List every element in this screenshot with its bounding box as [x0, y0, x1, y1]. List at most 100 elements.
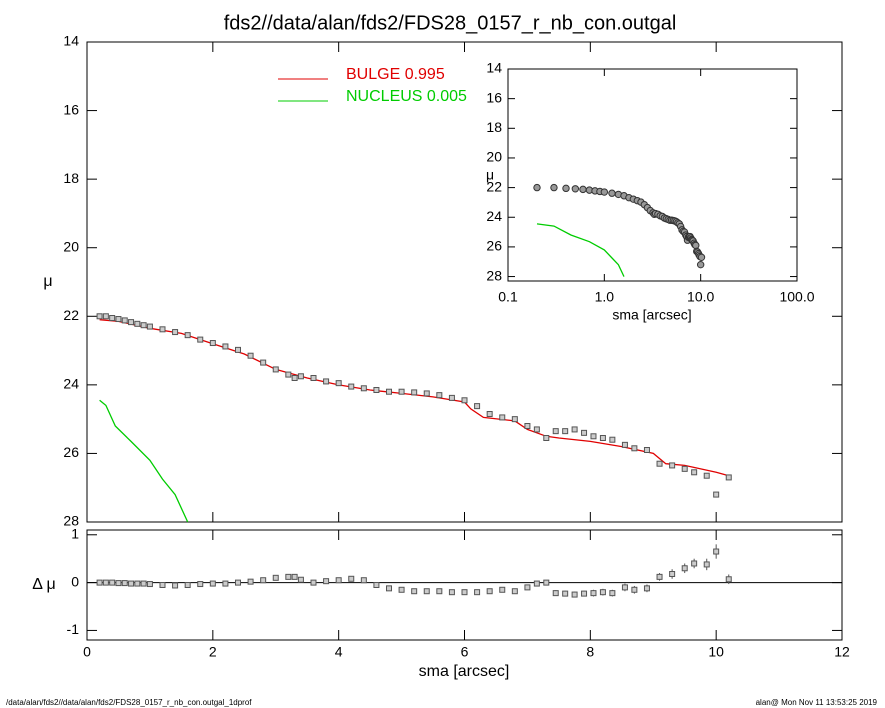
data-point	[172, 329, 179, 336]
y-tick-label: 18	[63, 170, 79, 186]
data-point	[222, 343, 229, 350]
x-tick-label: 0	[83, 644, 91, 660]
inset-y-tick-label: 14	[486, 60, 502, 76]
y-tick-label: 0	[71, 573, 79, 589]
residual-point	[713, 548, 720, 555]
data-point	[486, 411, 493, 417]
inset-x-tick-label: 100.0	[779, 289, 814, 305]
data-point	[285, 371, 292, 378]
data-point	[448, 394, 455, 401]
inset-plot	[533, 183, 706, 277]
data-point	[297, 373, 304, 380]
data-point	[656, 460, 663, 467]
residual-point	[511, 588, 518, 595]
inset-y-tick-label: 20	[486, 149, 502, 165]
data-point	[291, 375, 298, 381]
y-tick-label: 22	[63, 307, 79, 323]
data-point	[272, 366, 279, 373]
model-line	[99, 319, 729, 477]
data-point	[571, 426, 578, 433]
data-point	[599, 435, 606, 441]
data-point	[348, 383, 355, 390]
data-point	[713, 491, 720, 498]
residual-point	[581, 590, 588, 597]
y-tick-label: 16	[63, 101, 79, 117]
residual-point	[599, 589, 606, 596]
residual-point	[272, 574, 279, 581]
inset-point	[550, 183, 558, 192]
data-point	[146, 323, 153, 330]
y-tick-label: 24	[63, 376, 79, 392]
residual-point	[656, 573, 663, 580]
data-point	[96, 313, 103, 320]
data-point	[115, 316, 122, 323]
data-point	[247, 352, 254, 359]
residual-point	[102, 579, 109, 586]
residual-point	[373, 582, 380, 588]
footer-left: /data/alan/fds2//data/alan/fds2/FDS28_01…	[6, 698, 252, 707]
data-point	[386, 388, 392, 395]
data-point	[681, 465, 688, 472]
inset-y-tick-label: 28	[486, 267, 502, 283]
data-point	[140, 322, 147, 329]
y-axis-label: μ	[43, 273, 52, 290]
legend-label: NUCLEUS 0.005	[346, 88, 467, 105]
y-tick-label: 28	[63, 513, 79, 529]
inset-y-tick-label: 18	[486, 119, 502, 135]
inset-point	[692, 241, 700, 250]
inset-x-axis-label: sma [arcsec]	[612, 307, 691, 323]
residual-point	[543, 579, 550, 586]
residual-point	[703, 561, 710, 568]
x-axis-label: sma [arcsec]	[419, 663, 510, 680]
residual-point	[209, 580, 216, 587]
footer-right: alan@ Mon Nov 11 13:53:25 2019	[756, 698, 878, 707]
inset-point	[608, 189, 616, 197]
data-point	[360, 385, 367, 392]
residual-point	[486, 588, 493, 595]
residual-point	[128, 580, 135, 587]
residual-point	[681, 565, 688, 572]
data-point	[533, 426, 540, 433]
data-point	[373, 387, 380, 393]
data-point	[323, 378, 330, 385]
inset-point	[562, 184, 570, 193]
inset-y-tick-label: 24	[486, 208, 502, 224]
legend-label: BULGE 0.995	[346, 66, 445, 83]
data-point	[511, 416, 518, 423]
inset-x-tick-label: 1.0	[595, 289, 615, 305]
model-line	[99, 399, 189, 523]
x-tick-label: 12	[834, 644, 850, 660]
y-tick-label: 14	[63, 33, 79, 49]
data-point	[474, 403, 481, 410]
inset-y-tick-label: 26	[486, 238, 502, 254]
data-point	[128, 319, 135, 326]
residual-point	[146, 581, 153, 588]
residual-point	[360, 577, 367, 584]
data-point	[552, 428, 559, 435]
data-point	[581, 429, 588, 436]
data-point	[543, 435, 550, 441]
data-point	[335, 380, 342, 387]
residual-point	[222, 580, 229, 587]
x-tick-label: 10	[708, 644, 724, 660]
residual-point	[184, 582, 191, 588]
residual-point	[725, 576, 732, 583]
x-tick-label: 8	[586, 644, 594, 660]
y-tick-label: 26	[63, 444, 79, 460]
residual-point	[398, 586, 405, 593]
x-tick-label: 4	[335, 644, 343, 660]
data-point	[159, 326, 166, 333]
y-axis-label: Δ μ	[32, 576, 55, 593]
data-point	[669, 462, 676, 469]
residual-point	[552, 590, 559, 597]
residual-point	[140, 580, 147, 587]
inset-point	[533, 183, 541, 192]
inset-y-tick-label: 22	[486, 178, 502, 194]
data-point	[235, 346, 241, 353]
residual-point	[474, 589, 481, 596]
residual-point	[609, 590, 616, 597]
inset-point	[571, 185, 580, 193]
residual-point	[115, 580, 122, 587]
